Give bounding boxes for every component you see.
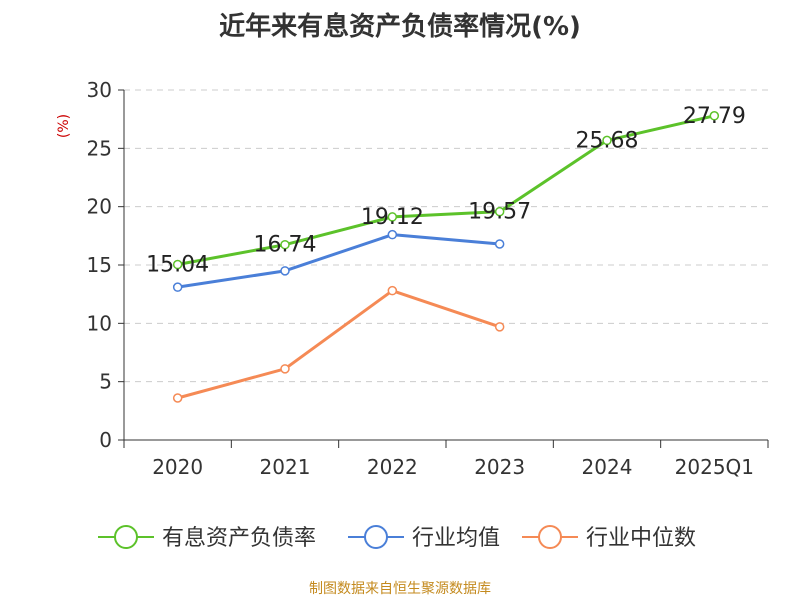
series-line-2 — [177, 233, 500, 289]
y-tick-label: 10 — [87, 311, 112, 335]
data-point — [494, 322, 505, 332]
data-point — [280, 266, 290, 276]
series-line-3 — [177, 289, 501, 400]
legend: 有息资产负债率 行业均值 行业中位数 — [98, 525, 696, 551]
y-axis-unit: (%) — [56, 114, 72, 138]
data-point — [387, 212, 398, 222]
y-tick-label: 20 — [87, 195, 112, 219]
data-point — [494, 239, 505, 249]
source-footer: 制图数据来自恒生聚源数据库 — [309, 581, 491, 597]
grid-lines — [124, 89, 768, 383]
data-label: 19.12 — [361, 205, 424, 230]
x-tick-label: 2020 — [152, 455, 203, 479]
data-point — [602, 135, 612, 146]
legend-marker — [114, 525, 138, 549]
legend-marker — [364, 525, 388, 549]
legend-marker — [538, 525, 562, 549]
legend-label: 行业中位数 — [586, 526, 696, 551]
legend-label: 行业均值 — [412, 526, 500, 551]
data-point — [387, 285, 398, 296]
data-label: 16.74 — [254, 233, 317, 258]
data-labels: 15.04 16.74 19.12 19.57 25.68 27.79 — [146, 104, 746, 278]
data-point — [172, 393, 183, 403]
data-point — [172, 282, 183, 292]
data-point — [280, 364, 290, 374]
data-point — [280, 239, 290, 250]
y-axis: 0 5 10 15 20 25 30 — [87, 78, 125, 452]
data-point — [709, 111, 720, 121]
y-tick-label: 25 — [87, 136, 112, 160]
series-line-1 — [177, 114, 715, 267]
legend-label: 有息资产负债率 — [162, 526, 316, 551]
data-label: 15.04 — [146, 253, 209, 278]
x-tick-label: 2024 — [582, 455, 633, 479]
data-label: 25.68 — [576, 128, 639, 153]
x-tick-label: 2021 — [260, 455, 311, 479]
y-tick-label: 15 — [87, 253, 112, 277]
y-tick-label: 30 — [87, 78, 112, 102]
x-tick-label: 2022 — [367, 455, 418, 479]
data-point — [387, 229, 398, 240]
data-point — [494, 206, 505, 217]
x-tick-label: 2025Q1 — [675, 455, 754, 479]
data-label: 19.57 — [468, 200, 531, 225]
x-tick-label: 2023 — [474, 455, 525, 479]
y-tick-label: 5 — [99, 370, 112, 394]
data-label: 27.79 — [683, 104, 746, 129]
x-axis: 2020 2021 2022 2023 2024 2025Q1 — [123, 439, 769, 479]
series-group — [172, 111, 720, 403]
data-point — [172, 259, 183, 270]
chart-title: 近年来有息资产负债率情况(%) — [219, 12, 581, 42]
y-tick-label: 0 — [99, 428, 112, 452]
